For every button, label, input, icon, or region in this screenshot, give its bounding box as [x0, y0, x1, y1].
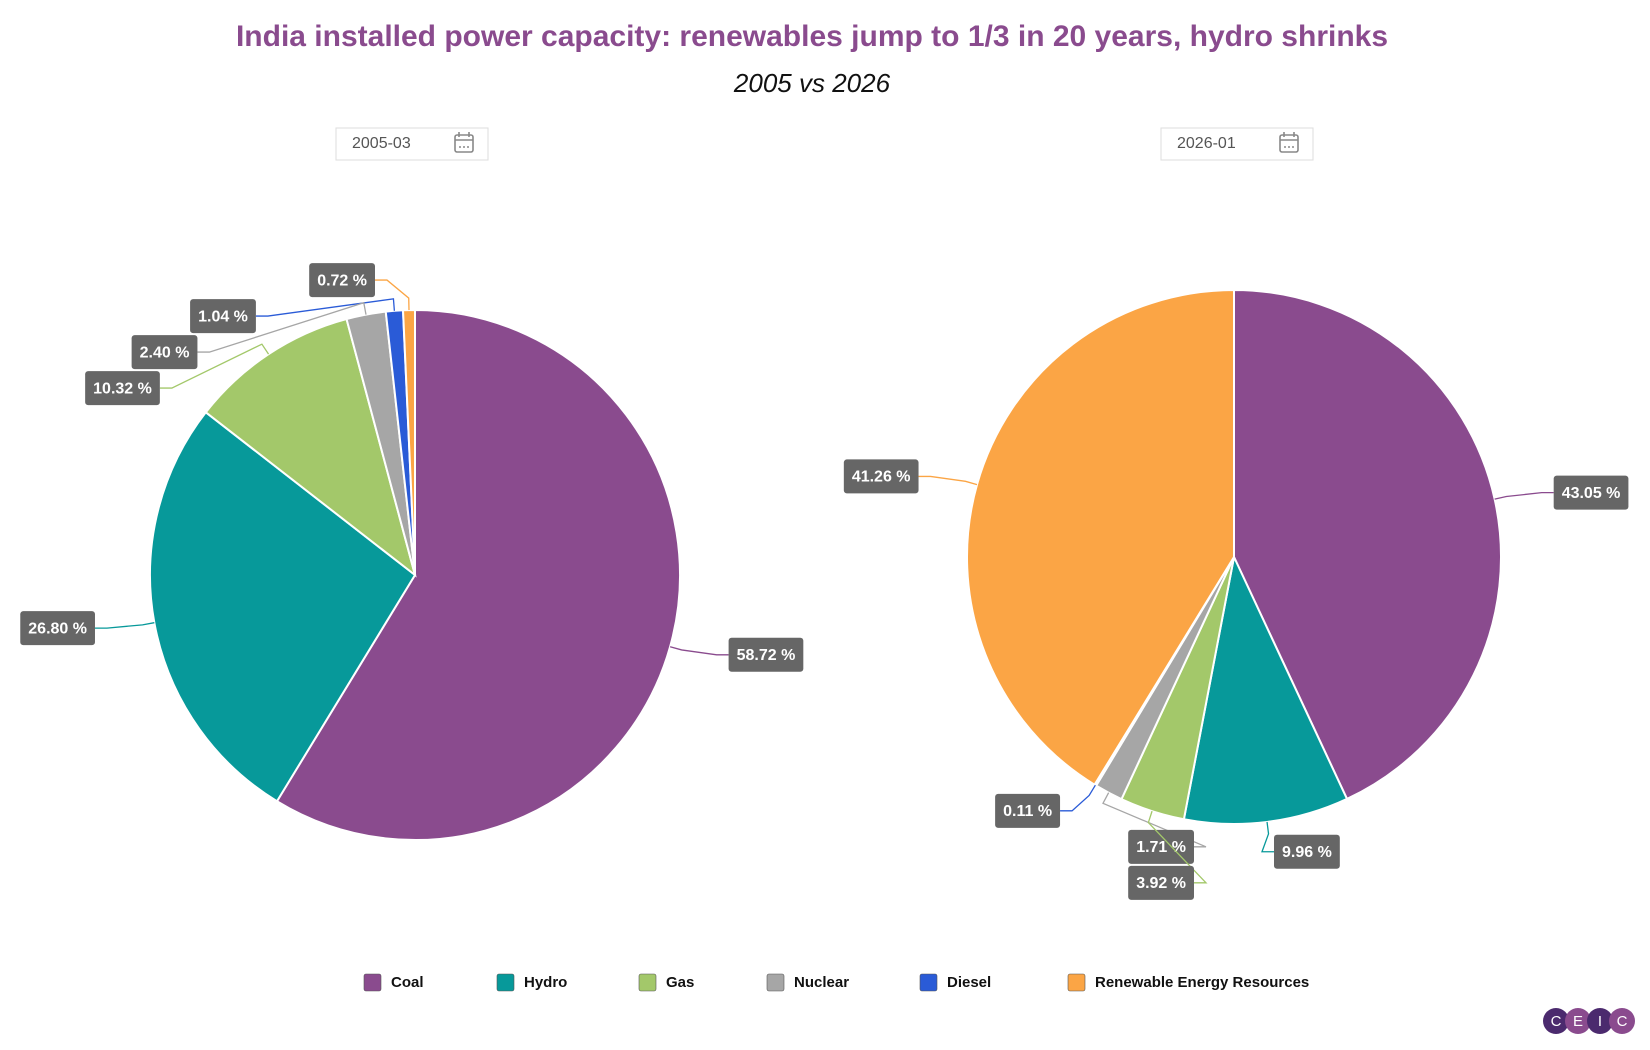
date-box[interactable]	[1160, 127, 1314, 161]
legend-swatch	[1067, 973, 1086, 992]
logo-circle	[1587, 1008, 1613, 1034]
pie-slice	[275, 308, 681, 841]
data-label-box	[131, 335, 198, 370]
logo-circle	[1609, 1008, 1635, 1034]
leader-line	[255, 298, 396, 317]
data-label-box	[1128, 865, 1194, 900]
data-label: 58.72 %	[737, 647, 796, 664]
leader-line	[94, 622, 155, 629]
chart-title: India installed power capacity: renewabl…	[236, 20, 1388, 53]
leader-line	[918, 475, 978, 486]
data-label-box	[1553, 475, 1629, 510]
logo-letter: C	[1617, 1013, 1628, 1030]
legend-label: Nuclear	[794, 974, 849, 991]
data-label-box	[728, 637, 804, 672]
data-label: 0.11 %	[1003, 803, 1052, 820]
date-box[interactable]	[335, 127, 489, 161]
logo-letter: E	[1573, 1013, 1583, 1030]
leader-line	[1102, 792, 1207, 848]
logo-circle	[1565, 1008, 1591, 1034]
data-label-box	[995, 793, 1061, 828]
data-label: 41.26 %	[852, 469, 911, 486]
logo-letter: I	[1598, 1013, 1602, 1030]
leader-line	[1147, 810, 1208, 884]
pie-slice	[149, 410, 417, 803]
leader-line	[197, 301, 367, 353]
data-label-box	[190, 299, 256, 334]
legend-swatch	[638, 973, 657, 992]
leader-line	[159, 343, 270, 389]
data-label-box	[20, 611, 95, 646]
chart-subtitle: 2005 vs 2026	[733, 68, 891, 98]
leader-line	[1261, 821, 1274, 853]
data-label: 1.71 %	[1136, 839, 1186, 856]
legend-swatch	[766, 973, 785, 992]
pie-slice	[1182, 553, 1349, 825]
legend-swatch	[496, 973, 515, 992]
legend-label: Renewable Energy Resources	[1095, 974, 1309, 991]
data-label: 3.92 %	[1136, 875, 1186, 892]
data-label-box	[85, 371, 160, 406]
legend-label: Hydro	[524, 974, 567, 991]
data-label-box	[309, 263, 375, 298]
data-label: 43.05 %	[1562, 485, 1621, 502]
data-label: 26.80 %	[28, 620, 87, 637]
pie-slice	[966, 288, 1235, 787]
logo-letter: C	[1551, 1013, 1562, 1030]
data-label-box	[1128, 829, 1194, 864]
leader-line	[375, 279, 410, 311]
data-label-box	[843, 459, 919, 494]
data-label-box	[1274, 834, 1340, 869]
date-picker[interactable]: 2005-03	[335, 127, 489, 161]
legend-label: Gas	[666, 974, 694, 991]
date-text[interactable]: 2005-03	[352, 135, 411, 152]
calendar-icon[interactable]	[1279, 132, 1299, 153]
legend-label: Coal	[391, 974, 424, 991]
leader-line	[1060, 784, 1096, 812]
calendar-icon[interactable]	[454, 132, 474, 153]
date-picker[interactable]: 2026-01	[1160, 127, 1314, 161]
leader-line	[1494, 491, 1554, 500]
leader-line	[669, 646, 729, 656]
date-text[interactable]: 2026-01	[1177, 135, 1236, 152]
data-label: 9.96 %	[1282, 844, 1332, 861]
legend-label: Diesel	[947, 974, 991, 991]
legend-swatch	[919, 973, 938, 992]
data-label: 10.32 %	[93, 380, 152, 397]
data-label: 0.72 %	[317, 272, 367, 289]
data-label: 1.04 %	[198, 308, 248, 325]
logo-circle	[1543, 1008, 1569, 1034]
data-label: 2.40 %	[140, 344, 190, 361]
legend-swatch	[363, 973, 382, 992]
